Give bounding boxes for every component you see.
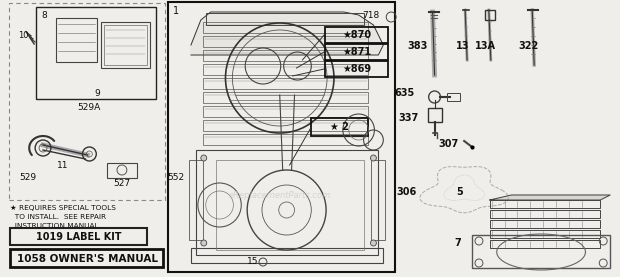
Bar <box>9 3 166 200</box>
Text: eReplacementParts.com: eReplacementParts.com <box>229 191 331 199</box>
Bar <box>203 36 368 47</box>
Text: 307: 307 <box>438 139 459 149</box>
Text: TO INSTALL.  SEE REPAIR: TO INSTALL. SEE REPAIR <box>11 214 107 220</box>
Bar <box>490 230 600 238</box>
Text: 1019 LABEL KIT: 1019 LABEL KIT <box>36 232 122 242</box>
Bar <box>36 7 156 99</box>
Bar <box>325 61 388 77</box>
Bar <box>203 120 368 131</box>
Bar <box>196 150 378 255</box>
Bar <box>490 210 600 218</box>
Bar <box>203 92 368 103</box>
Text: 5: 5 <box>456 187 463 197</box>
Bar <box>428 108 443 122</box>
Text: ★ REQUIRES SPECIAL TOOLS: ★ REQUIRES SPECIAL TOOLS <box>11 205 117 211</box>
Bar <box>325 44 388 60</box>
Bar <box>490 240 600 248</box>
Bar <box>104 25 146 65</box>
Text: 529: 529 <box>20 173 37 181</box>
Bar <box>203 22 368 33</box>
Text: ★ 2: ★ 2 <box>330 122 349 132</box>
Text: ★869: ★869 <box>342 64 371 74</box>
Text: 9: 9 <box>94 88 100 98</box>
Text: ★870: ★870 <box>342 30 371 40</box>
Bar <box>203 134 368 145</box>
Text: INSTRUCTION MANUAL.: INSTRUCTION MANUAL. <box>11 223 102 229</box>
Bar <box>168 2 395 272</box>
Bar <box>325 27 388 43</box>
Bar <box>203 106 368 117</box>
Text: 1: 1 <box>173 6 179 16</box>
Polygon shape <box>490 195 610 200</box>
Bar <box>203 64 368 75</box>
Text: 322: 322 <box>518 41 538 51</box>
Circle shape <box>201 240 206 246</box>
Bar <box>206 13 363 25</box>
Bar <box>56 18 97 62</box>
Bar <box>490 200 600 208</box>
Bar <box>189 160 203 240</box>
Text: 337: 337 <box>399 113 419 123</box>
Text: 11: 11 <box>57 160 68 170</box>
Circle shape <box>371 155 376 161</box>
Bar <box>371 160 385 240</box>
Text: 13: 13 <box>456 41 469 51</box>
Text: 552: 552 <box>167 173 185 183</box>
Circle shape <box>371 240 376 246</box>
Text: ★871: ★871 <box>342 47 371 57</box>
Text: 8: 8 <box>41 11 47 19</box>
Text: 15: 15 <box>247 258 259 266</box>
Text: 1058 OWNER'S MANUAL: 1058 OWNER'S MANUAL <box>17 254 158 264</box>
Bar <box>191 248 383 263</box>
Text: 527: 527 <box>113 178 130 188</box>
Bar <box>11 249 163 267</box>
Bar <box>490 220 600 228</box>
Bar <box>485 10 495 20</box>
Bar <box>107 163 137 178</box>
Bar <box>11 228 146 245</box>
Bar <box>203 50 368 61</box>
Text: 383: 383 <box>407 41 428 51</box>
Bar <box>101 22 149 68</box>
Text: 7: 7 <box>455 238 462 248</box>
Bar <box>203 78 368 89</box>
Text: 13A: 13A <box>476 41 497 51</box>
Bar <box>216 160 363 250</box>
Circle shape <box>201 155 206 161</box>
Text: 718: 718 <box>362 12 379 20</box>
Polygon shape <box>191 12 383 55</box>
Bar <box>311 118 368 136</box>
Text: 529A: 529A <box>78 104 101 112</box>
Bar <box>472 235 610 268</box>
Text: 635: 635 <box>395 88 415 98</box>
Text: 10: 10 <box>19 32 29 40</box>
Bar <box>448 93 460 101</box>
Text: 306: 306 <box>397 187 417 197</box>
